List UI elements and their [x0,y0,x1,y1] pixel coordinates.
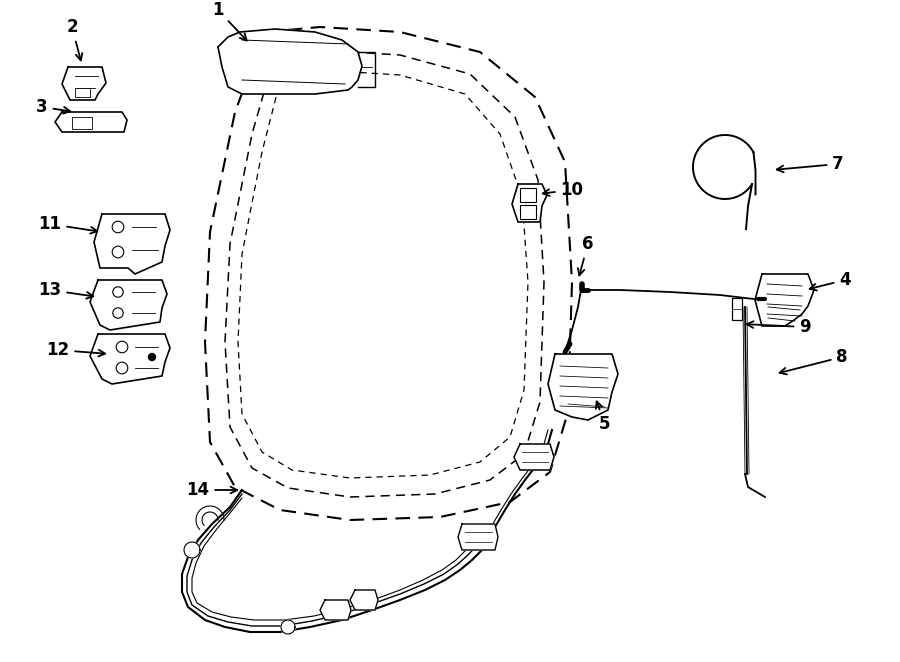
Text: 12: 12 [47,341,105,359]
Text: 14: 14 [186,481,238,499]
Text: 10: 10 [543,181,583,199]
Bar [72,117,92,129]
Polygon shape [548,354,618,420]
Bar [732,298,742,320]
Circle shape [112,246,124,258]
Polygon shape [755,274,814,326]
Polygon shape [90,280,167,330]
Text: 8: 8 [779,348,848,375]
Polygon shape [62,67,106,100]
Polygon shape [320,600,351,620]
Text: 4: 4 [810,271,850,291]
Text: 9: 9 [747,318,811,336]
Text: 2: 2 [67,18,82,60]
Polygon shape [94,214,170,274]
Bar [520,188,536,202]
Text: 1: 1 [212,1,247,40]
Polygon shape [458,524,498,550]
Text: 11: 11 [39,215,97,234]
Circle shape [112,308,123,318]
Text: 5: 5 [596,401,611,433]
Polygon shape [350,590,378,610]
Circle shape [116,341,128,353]
Circle shape [116,362,128,374]
Polygon shape [90,334,170,384]
Text: 7: 7 [777,155,844,173]
Circle shape [112,287,123,297]
Text: 3: 3 [36,98,70,116]
Circle shape [148,354,156,361]
Circle shape [112,221,124,233]
Polygon shape [281,620,295,634]
Polygon shape [512,184,547,222]
Polygon shape [55,112,127,132]
Text: 6: 6 [578,235,594,275]
Bar [520,205,536,219]
Polygon shape [514,444,554,470]
Bar [75,88,90,97]
Polygon shape [218,29,362,94]
Polygon shape [184,542,200,558]
Text: 13: 13 [39,281,94,299]
